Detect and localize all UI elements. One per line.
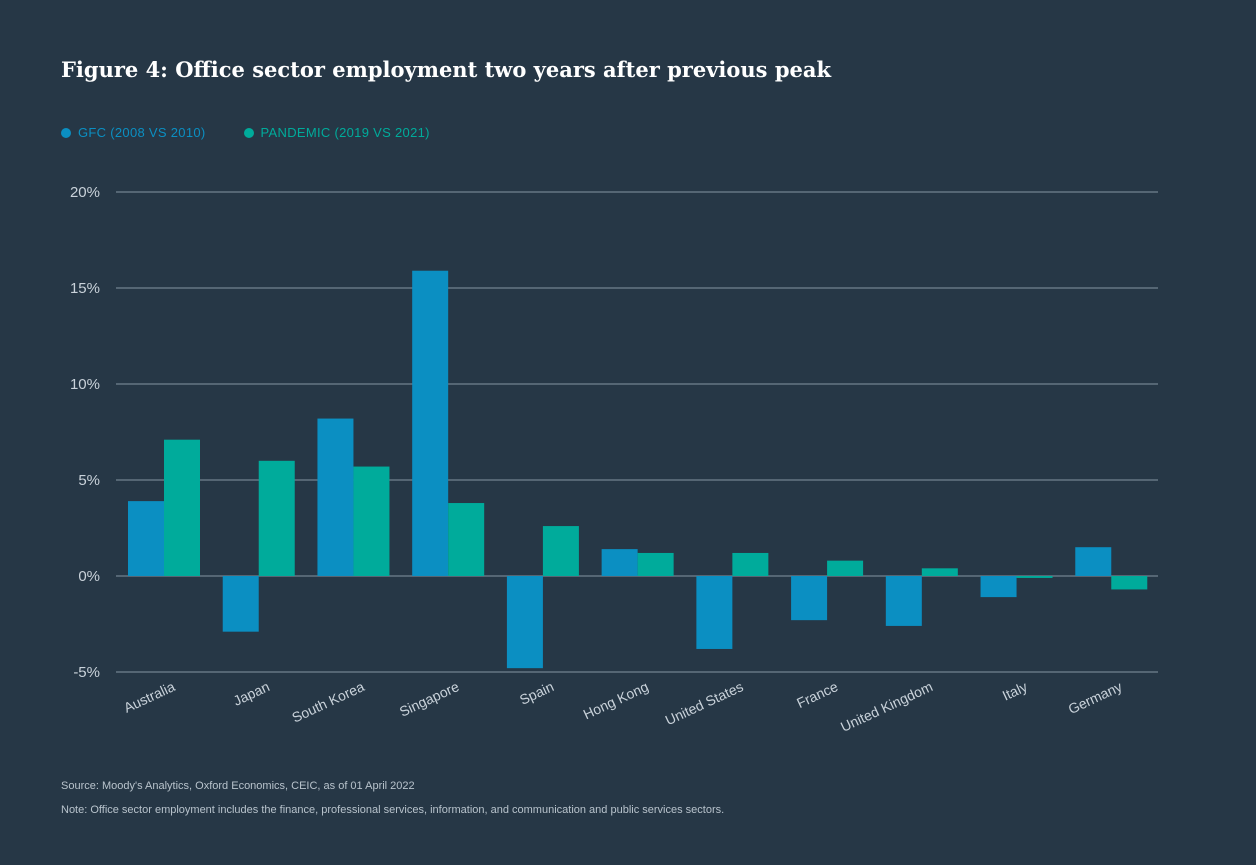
bar-gfc: [317, 418, 354, 576]
x-tick-label: Italy: [1000, 678, 1030, 703]
y-tick-label: 5%: [78, 472, 100, 489]
x-tick-label: Hong Kong: [581, 678, 651, 722]
bar-pandemic: [732, 552, 769, 576]
bar-pandemic: [1111, 576, 1148, 590]
bar-pandemic: [827, 560, 864, 576]
source-note: Source: Moody's Analytics, Oxford Econom…: [61, 780, 415, 792]
y-tick-label: 15%: [70, 280, 100, 297]
y-tick-label: 10%: [70, 376, 100, 393]
bar-pandemic: [1016, 576, 1053, 578]
y-tick-label: -5%: [73, 664, 100, 681]
bar-pandemic: [921, 568, 958, 576]
bar-gfc: [696, 576, 733, 649]
bar-gfc: [506, 576, 543, 669]
bar-gfc: [1075, 547, 1112, 576]
bar-pandemic: [448, 503, 485, 576]
legend-label-pandemic: PANDEMIC (2019 VS 2021): [260, 125, 430, 140]
bar-pandemic: [542, 526, 579, 576]
bar-gfc: [222, 576, 259, 632]
y-tick-label: 20%: [70, 184, 100, 201]
legend-swatch-gfc: [61, 127, 71, 138]
legend-item-pandemic: PANDEMIC (2019 VS 2021): [243, 125, 430, 140]
bar-pandemic: [353, 466, 390, 576]
legend-label-gfc: GFC (2008 VS 2010): [78, 125, 206, 140]
bar-pandemic: [637, 552, 674, 576]
x-tick-label: South Korea: [289, 678, 366, 725]
bar-gfc: [128, 501, 164, 576]
x-tick-label: France: [794, 678, 840, 711]
x-tick-label: Germany: [1066, 678, 1125, 717]
bar-pandemic: [164, 439, 200, 576]
legend-swatch-pandemic: [243, 127, 254, 138]
bar-gfc: [601, 549, 638, 576]
bar-gfc: [885, 576, 922, 626]
x-tick-label: Spain: [517, 678, 556, 708]
bar-gfc: [791, 576, 828, 621]
bar-gfc: [980, 576, 1017, 598]
legend-item-gfc: GFC (2008 VS 2010): [61, 125, 206, 140]
bar-pandemic: [258, 460, 295, 576]
chart-title: Figure 4: Office sector employment two y…: [61, 57, 832, 82]
x-tick-label: Australia: [121, 678, 177, 716]
x-tick-label: Japan: [231, 678, 272, 709]
legend: GFC (2008 VS 2010) PANDEMIC (2019 VS 202…: [61, 125, 430, 140]
x-tick-label: United States: [663, 678, 746, 728]
footnote: Note: Office sector employment includes …: [61, 804, 725, 816]
bar-chart: 20% 15% 10% 5% 0% -5% Australia Japan South Kore…: [70, 184, 1158, 735]
y-tick-label: 0%: [78, 568, 100, 585]
x-tick-label: United Kingdom: [838, 678, 935, 735]
bar-gfc: [412, 270, 449, 576]
x-tick-label: Singapore: [397, 678, 462, 720]
